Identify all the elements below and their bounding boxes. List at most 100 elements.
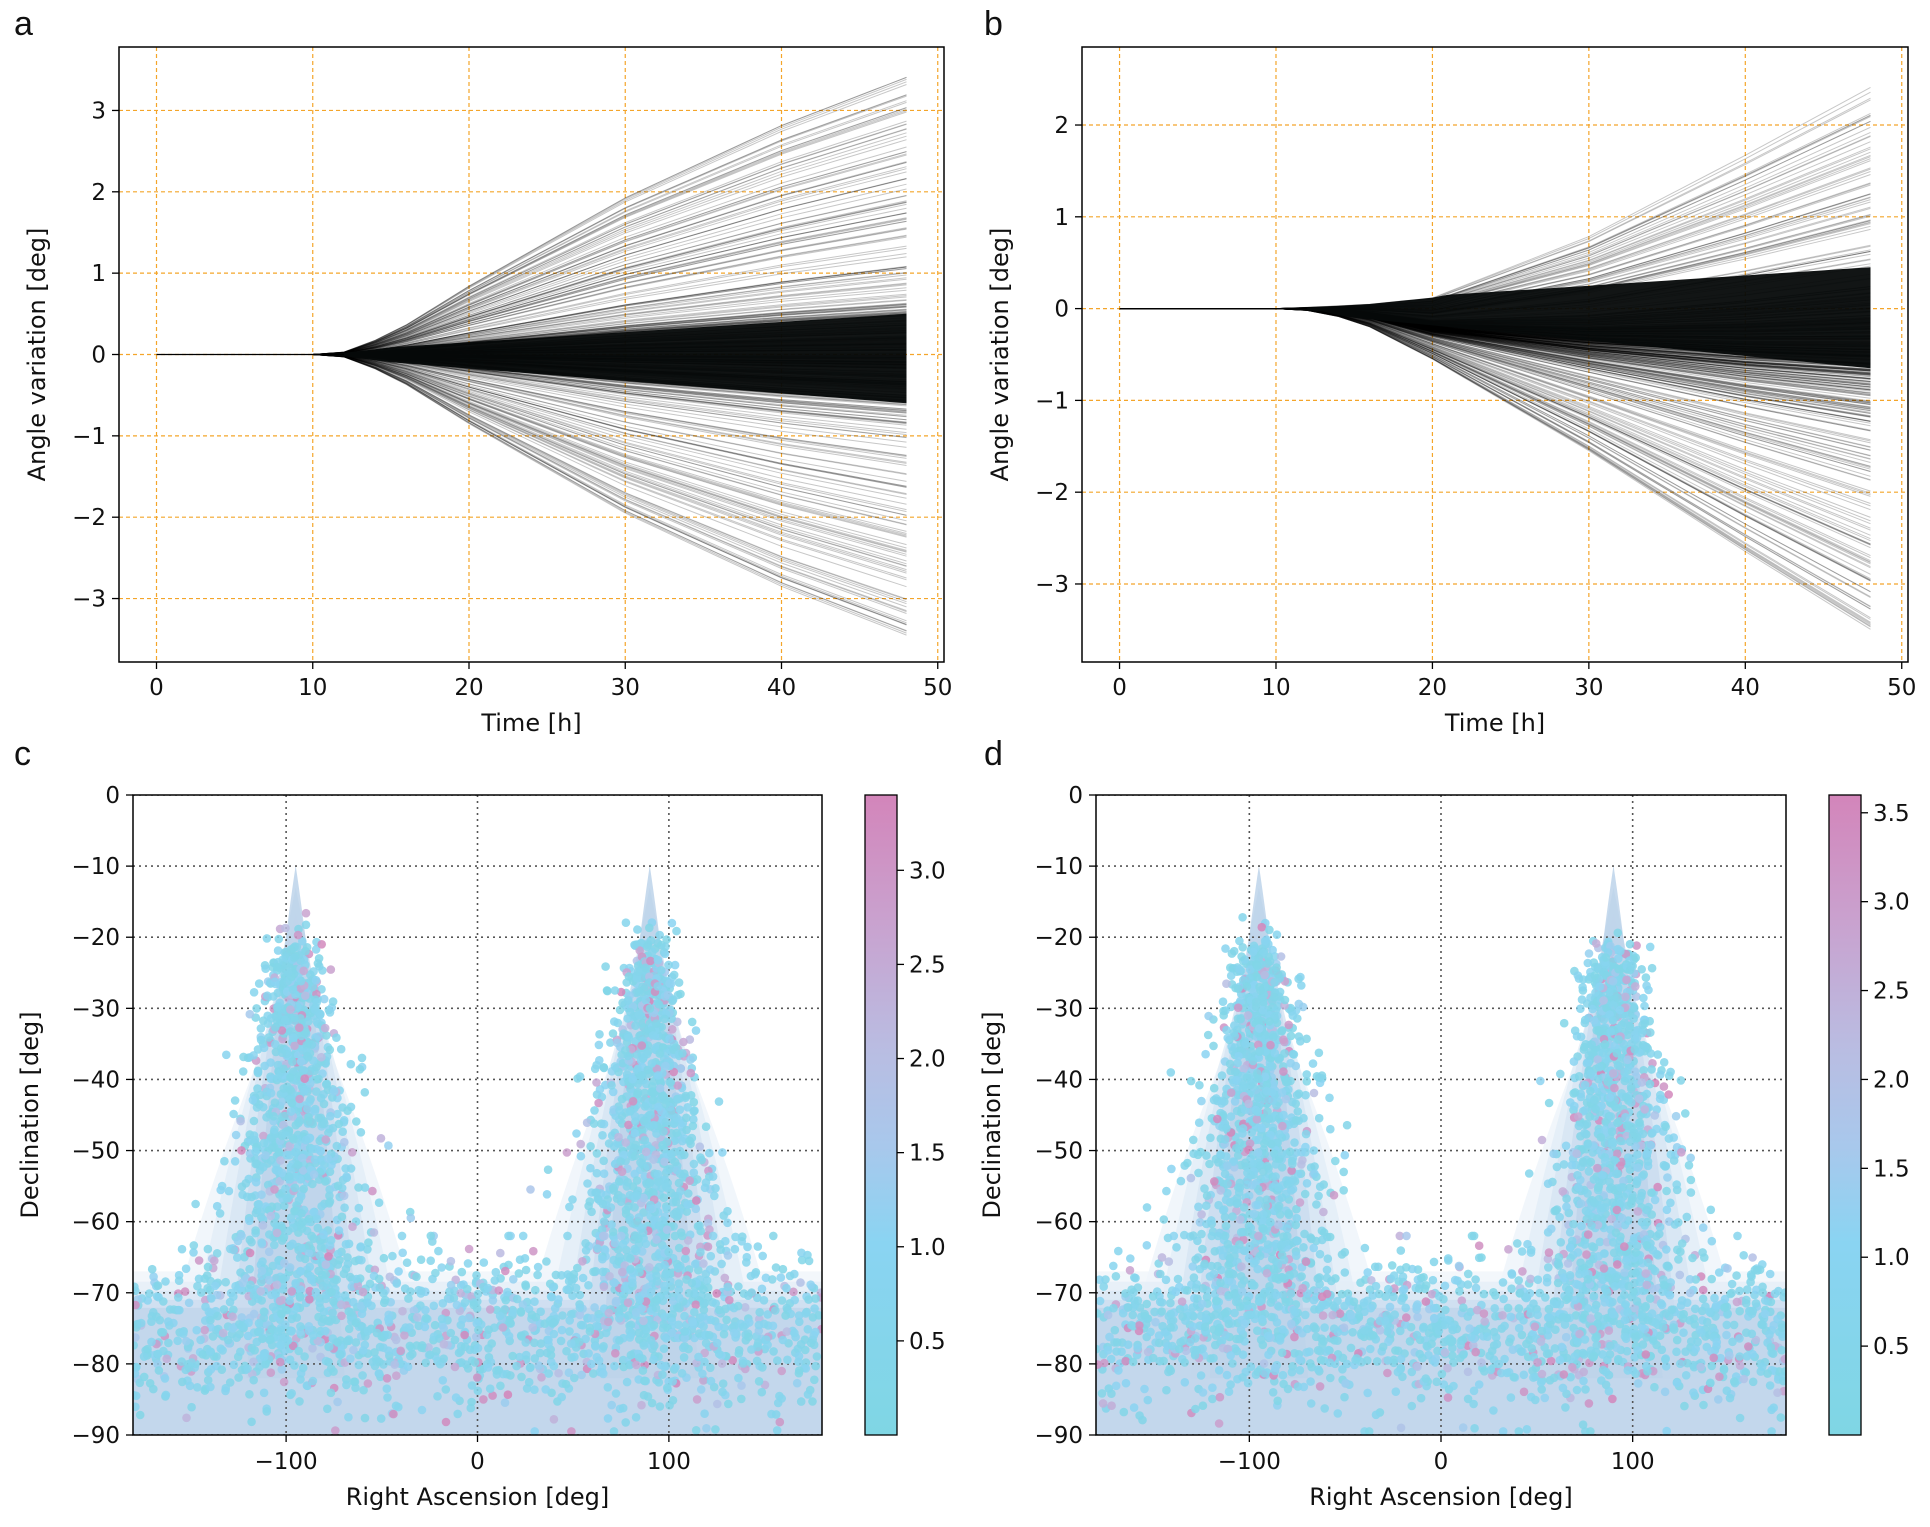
scatter-point	[1288, 1097, 1297, 1107]
scatter-point	[382, 1384, 392, 1393]
scatter-point	[610, 1278, 619, 1288]
scatter-point	[299, 1166, 308, 1175]
scatter-point	[402, 1258, 412, 1267]
scatter-point	[632, 1176, 642, 1185]
scatter-point	[512, 1361, 521, 1371]
scatter-point	[298, 1243, 307, 1253]
scatter-point	[623, 1298, 633, 1307]
scatter-point	[298, 936, 307, 946]
scatter-point	[655, 1084, 665, 1093]
scatter-point	[761, 1335, 771, 1344]
scatter-point	[1209, 1083, 1219, 1093]
scatter-point	[309, 1170, 319, 1179]
scatter-point	[567, 1427, 576, 1435]
scatter-point	[164, 1338, 173, 1348]
scatter-point	[277, 1026, 287, 1035]
scatter-point	[285, 1085, 295, 1095]
scatter-point	[668, 995, 678, 1004]
scatter-point	[508, 1351, 517, 1361]
scatter-point	[705, 1225, 714, 1234]
scatter-point	[691, 1259, 700, 1269]
colorbar-tick-label: 1.5	[909, 1141, 946, 1167]
scatter-point	[637, 1041, 647, 1050]
scatter-point	[682, 1125, 691, 1135]
scatter-point	[790, 1328, 799, 1338]
scatter-point	[601, 962, 610, 971]
scatter-point	[674, 1279, 684, 1288]
scatter-point	[737, 1394, 746, 1404]
scatter-point	[319, 1230, 328, 1240]
y-tick-label: −90	[71, 1423, 120, 1449]
scatter-point	[615, 1005, 625, 1015]
x-axis-label: Time [h]	[480, 709, 581, 737]
scatter-point	[274, 1147, 284, 1157]
scatter-point	[178, 1377, 187, 1387]
scatter-point	[721, 1236, 730, 1246]
scatter-point	[343, 1106, 352, 1115]
scatter-point	[550, 1304, 560, 1313]
scatter-point	[295, 1094, 304, 1104]
scatter-point	[1314, 1191, 1323, 1201]
scatter-point	[625, 1007, 635, 1017]
scatter-point	[295, 1397, 304, 1406]
scatter-point	[699, 1312, 708, 1321]
scatter-point	[421, 1305, 430, 1315]
scatter-point	[680, 1311, 689, 1321]
scatter-point	[673, 1081, 682, 1090]
scatter-point	[333, 1338, 342, 1347]
scatter-point	[266, 1211, 276, 1221]
scatter-point	[714, 1349, 724, 1359]
scatter-point	[590, 1064, 600, 1074]
scatter-point	[645, 972, 654, 981]
scatter-point	[359, 1385, 368, 1395]
scatter-point	[336, 1300, 346, 1309]
scatter-point	[542, 1190, 552, 1199]
scatter-point	[301, 1135, 311, 1145]
scatter-point	[312, 1062, 321, 1072]
scatter-point	[660, 1014, 669, 1024]
scatter-point	[608, 1087, 618, 1097]
scatter-point	[570, 1373, 579, 1383]
scatter-point	[645, 923, 654, 933]
scatter-point	[641, 1147, 651, 1157]
scatter-point	[446, 1280, 456, 1290]
scatter-point	[344, 1324, 354, 1334]
scatter-point	[416, 1255, 426, 1264]
scatter-point	[768, 1321, 778, 1331]
scatter-point	[1226, 1002, 1236, 1012]
scatter-point	[1325, 1093, 1334, 1103]
scatter-point	[557, 1325, 567, 1335]
x-tick-label: 50	[923, 675, 952, 701]
scatter-point	[750, 1270, 760, 1279]
scatter-point	[259, 1138, 269, 1148]
scatter-point	[706, 1251, 716, 1261]
scatter-point	[324, 1252, 333, 1261]
scatter-point	[409, 1306, 419, 1315]
scatter-point	[533, 1262, 543, 1272]
scatter-point	[1286, 1031, 1296, 1041]
scatter-point	[273, 988, 283, 998]
scatter-point	[725, 1295, 734, 1305]
scatter-point	[740, 1303, 750, 1312]
scatter-point	[352, 1274, 361, 1284]
scatter-point	[535, 1348, 545, 1358]
scatter-point	[591, 1342, 600, 1351]
scatter-point	[303, 1104, 312, 1114]
scatter-point	[505, 1318, 515, 1328]
scatter-point	[327, 1287, 336, 1297]
scatter-point	[639, 1193, 648, 1203]
scatter-point	[291, 1304, 300, 1314]
scatter-point	[754, 1320, 764, 1330]
scatter-point	[495, 1311, 505, 1321]
y-tick-label: 2	[91, 180, 106, 206]
scatter-point	[290, 1041, 299, 1050]
scatter-point	[665, 1034, 674, 1043]
scatter-point	[796, 1278, 805, 1287]
scatter-point	[473, 1343, 483, 1353]
scatter-point	[607, 1400, 616, 1410]
scatter-point	[332, 1141, 342, 1151]
scatter-point	[293, 1002, 302, 1011]
scatter-point	[452, 1300, 462, 1310]
scatter-point	[318, 966, 327, 975]
scatter-point	[717, 1259, 726, 1269]
